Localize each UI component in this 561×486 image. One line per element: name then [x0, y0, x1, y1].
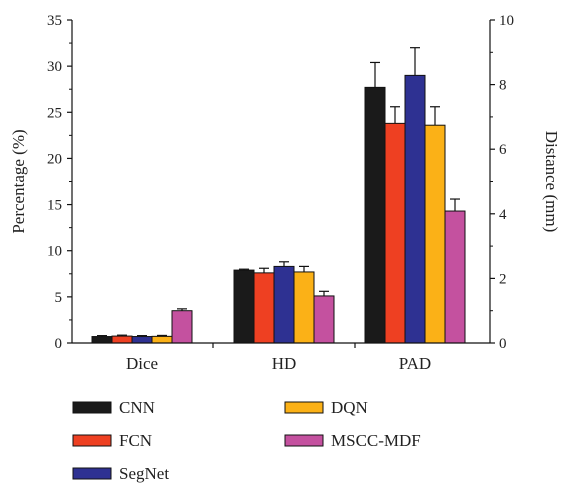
y-left-tick-label: 30	[47, 59, 62, 75]
y-right-tick-label: 8	[499, 78, 507, 94]
bar-mscc-mdf-hd	[313, 295, 335, 344]
y-left-tick-label: 15	[47, 198, 62, 214]
bar-cnn-dice	[91, 336, 113, 344]
y-left-tick-label: 20	[47, 151, 62, 167]
legend-label-fcn: FCN	[119, 431, 152, 450]
y-left-tick-label: 10	[47, 244, 62, 260]
bar-segnet-hd	[273, 265, 295, 344]
y-axis-right-title: Distance (mm)	[542, 131, 561, 233]
legend-label-dqn: DQN	[331, 398, 368, 417]
bar-dqn-hd	[293, 271, 315, 344]
bar-segnet-dice	[131, 336, 153, 344]
legend-swatch-segnet	[72, 467, 112, 480]
y-axis-left-title: Percentage (%)	[9, 129, 28, 233]
y-right-tick-label: 2	[499, 271, 507, 287]
y-right-tick-label: 10	[499, 13, 514, 29]
bar-cnn-pad	[364, 86, 386, 344]
bar-mscc-mdf-pad	[444, 210, 466, 344]
x-tick-label-pad: PAD	[399, 354, 431, 373]
legend-swatch-dqn	[284, 401, 324, 414]
legend-label-mscc-mdf: MSCC-MDF	[331, 431, 421, 450]
y-right-tick-label: 0	[499, 336, 507, 352]
bar-segnet-pad	[404, 74, 426, 344]
legend: CNN FCN SegNet DQN MSCC-MDF	[72, 398, 421, 483]
bar-fcn-hd	[253, 272, 275, 344]
x-tick-label-hd: HD	[272, 354, 297, 373]
y-left-tick-label: 35	[47, 13, 62, 29]
legend-label-segnet: SegNet	[119, 464, 169, 483]
axes: 0 5 10 15 20 25 30 35 0 2 4 6 8 10 Dice HD PAD	[47, 13, 514, 373]
y-right-tick-label: 4	[499, 207, 507, 223]
bar-dqn-dice	[151, 335, 173, 344]
bar-fcn-dice	[111, 335, 133, 344]
y-left-tick-label: 0	[55, 336, 63, 352]
bar-dqn-pad	[424, 124, 446, 344]
legend-label-cnn: CNN	[119, 398, 155, 417]
bar-cnn-hd	[233, 269, 255, 344]
legend-swatch-fcn	[72, 434, 112, 447]
bar-mscc-mdf-dice	[171, 310, 193, 344]
bar-fcn-pad	[384, 122, 406, 344]
legend-swatch-mscc-mdf	[284, 434, 324, 447]
y-right-tick-label: 6	[499, 142, 507, 158]
y-left-tick-label: 5	[55, 290, 63, 306]
y-left-tick-label: 25	[47, 105, 62, 121]
legend-swatch-cnn	[72, 401, 112, 414]
x-tick-label-dice: Dice	[126, 354, 158, 373]
plot-area	[91, 47, 466, 344]
